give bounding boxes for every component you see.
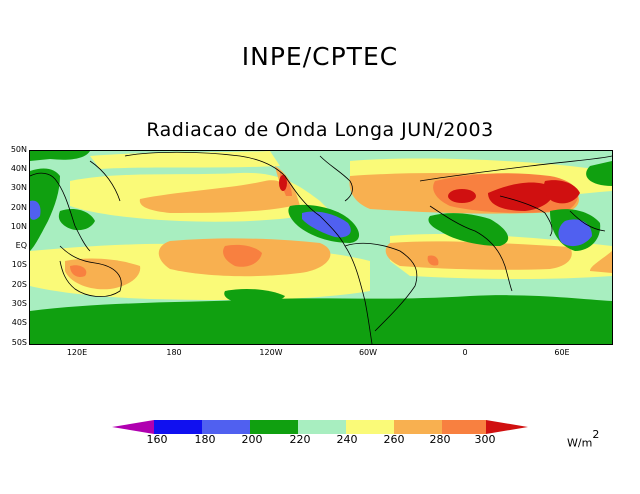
map-title: Radiacao de Onda Longa JUN/2003 <box>146 119 494 141</box>
colorbar-tick-label: 260 <box>383 433 405 446</box>
red-maxima <box>279 175 580 211</box>
lon-label: 120W <box>259 348 283 357</box>
lon-label: 0 <box>462 348 468 357</box>
lat-label: 50S <box>11 338 27 347</box>
units-exponent: 2 <box>592 428 600 441</box>
colorbar-swatch <box>154 420 202 434</box>
colorbar-tick-label: 300 <box>474 433 496 446</box>
colorbar-high-arrow <box>486 420 528 434</box>
colorbar-tick-label: 220 <box>289 433 311 446</box>
colorbar-tick-label: 280 <box>429 433 451 446</box>
coastlines <box>30 151 612 344</box>
green-areas <box>30 151 612 344</box>
lat-label: 30S <box>11 299 27 308</box>
colorbar-swatch <box>346 420 394 434</box>
colorbar-swatch <box>394 420 442 434</box>
lat-label: 30N <box>10 183 27 192</box>
colorbar-swatch <box>442 420 486 434</box>
lon-label: 60E <box>554 348 570 357</box>
page-title: INPE/CPTEC <box>241 42 399 71</box>
lat-label: 10S <box>11 260 27 269</box>
lat-label: 10N <box>10 222 27 231</box>
colorbar-tick-label: 200 <box>241 433 263 446</box>
lon-label: 60W <box>358 348 378 357</box>
units-label: W/m2 <box>567 428 599 450</box>
units-base: W/m <box>567 436 593 450</box>
lat-label: 40S <box>11 318 27 327</box>
lon-label: 120E <box>66 348 88 357</box>
blue-areas <box>30 200 592 247</box>
lat-label: EQ <box>15 241 27 250</box>
colorbar-tick-label: 240 <box>336 433 358 446</box>
colorbar-swatch <box>250 420 298 434</box>
lat-label: 20N <box>10 203 27 212</box>
colorbar-swatch <box>298 420 346 434</box>
olr-map-svg <box>30 151 612 344</box>
lat-label: 40N <box>10 164 27 173</box>
colorbar-swatch <box>202 420 250 434</box>
colorbar-tick-label: 180 <box>194 433 216 446</box>
colorbar-low-arrow <box>112 420 154 434</box>
colorbar-tick-label: 160 <box>146 433 168 446</box>
olr-map <box>29 150 613 345</box>
lat-label: 50N <box>10 145 27 154</box>
lat-label: 20S <box>11 280 27 289</box>
colorbar <box>112 420 528 434</box>
lon-label: 180 <box>166 348 182 357</box>
